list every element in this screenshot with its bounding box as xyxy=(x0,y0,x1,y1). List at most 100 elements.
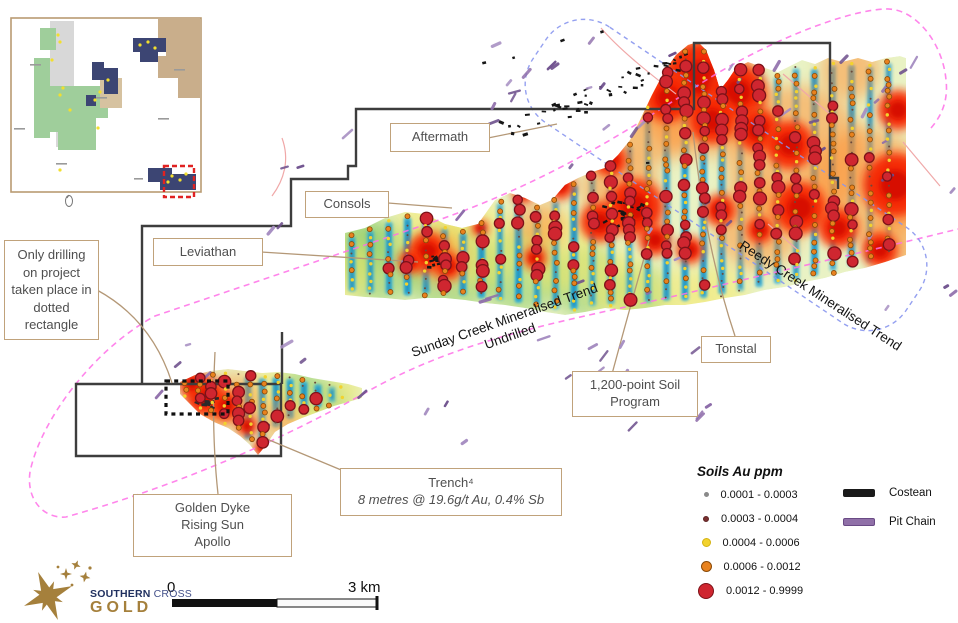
sample-dot-med xyxy=(794,124,801,131)
sample-dot-med xyxy=(348,232,355,239)
sample-dot-low xyxy=(571,299,576,303)
sample-dot-high xyxy=(642,112,654,123)
sample-dot-high xyxy=(530,243,542,255)
sample-dot-low xyxy=(572,192,577,196)
sample-dot-low xyxy=(626,205,631,209)
costean-speck xyxy=(554,103,561,107)
pit-chain-dash xyxy=(455,209,466,222)
sample-dot-med xyxy=(387,271,394,278)
sample-dot-high xyxy=(791,182,803,195)
sample-dot-trace xyxy=(775,272,778,275)
sample-dot-trace xyxy=(793,200,796,203)
sample-dot-trace xyxy=(851,108,854,111)
sample-dot-trace xyxy=(368,292,371,295)
sample-dot-med xyxy=(627,165,634,172)
callout-golden-dyke: Golden Dyke Rising Sun Apollo xyxy=(133,494,292,557)
sample-dot-med xyxy=(830,270,837,276)
sample-dot-med xyxy=(554,259,560,266)
costean-speck xyxy=(617,200,623,205)
sample-dot-med xyxy=(773,162,780,169)
sample-dot-med xyxy=(812,222,818,228)
sample-dot-high xyxy=(715,209,728,222)
inset-place-labels xyxy=(14,64,185,180)
sample-dot-med xyxy=(535,222,541,229)
sample-dot-med xyxy=(498,198,505,205)
costean-speck xyxy=(639,202,645,208)
sample-dot-trace xyxy=(423,287,426,290)
pit-chain-dash xyxy=(490,101,497,111)
pit-chain-dash xyxy=(808,119,820,124)
inset-compass-icon xyxy=(65,194,73,207)
sample-dot-low xyxy=(387,219,391,223)
costean-speck xyxy=(482,61,487,65)
sample-dot-high xyxy=(752,88,767,103)
sample-dot-high xyxy=(789,172,802,185)
sample-dot-low xyxy=(813,199,818,203)
sample-dot-med xyxy=(626,267,633,274)
sample-dot-med xyxy=(757,135,764,142)
sample-dot-low xyxy=(571,253,576,257)
sample-dot-med xyxy=(442,268,448,274)
sample-dot-med xyxy=(811,239,818,246)
sample-dot-low xyxy=(350,287,354,291)
sample-dot-med xyxy=(645,165,652,171)
sample-dot-low xyxy=(645,195,649,199)
sample-dot-low xyxy=(684,140,688,145)
callout-drilling-note-text: Only drilling on project taken place in … xyxy=(11,247,92,333)
pit-chain-dash xyxy=(507,89,521,95)
inset-occurrence-dots xyxy=(50,33,188,184)
sample-dot-high xyxy=(659,74,674,89)
sample-dot-med xyxy=(886,192,892,199)
sample-dot-low xyxy=(647,273,651,278)
sample-dot-med xyxy=(553,297,560,304)
sample-dot-trace xyxy=(276,407,279,410)
pit-chain-dash xyxy=(299,357,307,364)
sample-dot-trace xyxy=(738,289,741,292)
sample-dot-high xyxy=(309,391,323,406)
sample-dot-med xyxy=(348,241,355,247)
sample-dot-low xyxy=(645,105,650,110)
pit-chain-dash xyxy=(280,339,294,349)
sample-dot-low xyxy=(461,240,466,244)
sample-dot-low xyxy=(774,153,778,157)
heat-hotspot xyxy=(553,178,567,192)
sample-dot-low xyxy=(610,250,614,254)
costean-speck xyxy=(584,110,588,114)
sample-dot-high xyxy=(298,403,310,415)
pit-chain-dash xyxy=(585,86,593,90)
sample-dot-med xyxy=(793,167,800,174)
sample-dot-low xyxy=(738,265,742,269)
sample-dot-trace xyxy=(740,152,743,155)
sample-dot-trace xyxy=(664,296,667,299)
sample-dot-low xyxy=(869,208,874,213)
costean-speck xyxy=(640,83,644,87)
sample-dot-low xyxy=(794,104,798,108)
scale-end-label: 3 km xyxy=(348,579,381,596)
heat-stripe xyxy=(330,389,334,400)
sample-dot-med xyxy=(754,170,761,176)
sample-dot-low xyxy=(198,406,203,410)
sample-dot-med xyxy=(553,278,559,284)
callout-golden-dyke-line3: Apollo xyxy=(194,533,231,549)
sample-dot-trace xyxy=(592,259,595,262)
sample-dot-med xyxy=(286,389,293,396)
sample-dot-med xyxy=(404,213,411,220)
sample-dot-trace xyxy=(350,252,353,255)
sample-dot-low xyxy=(683,174,687,178)
costean-speck xyxy=(572,92,578,97)
legend-title: Soils Au ppm xyxy=(697,464,783,479)
sample-dot-low xyxy=(628,284,632,288)
sample-dot-trace xyxy=(758,252,761,255)
legend-range-label: 0.0012 - 0.9999 xyxy=(726,585,804,597)
sample-dot-high xyxy=(733,63,748,77)
costean-speck xyxy=(584,94,587,97)
sample-dot-low xyxy=(812,122,817,126)
sample-dot-med xyxy=(516,252,523,259)
sample-dot-med xyxy=(847,242,854,249)
costean-speck xyxy=(666,62,672,66)
pit-chain-dash xyxy=(521,67,532,79)
sample-dot-trace xyxy=(720,183,723,186)
sample-dot-med xyxy=(210,371,216,378)
sample-dot-low xyxy=(885,137,890,141)
sample-dot-low xyxy=(536,286,541,290)
